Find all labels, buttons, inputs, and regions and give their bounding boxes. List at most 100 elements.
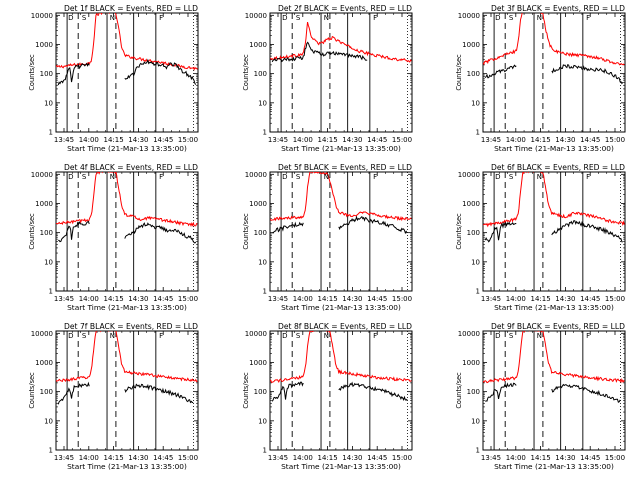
marker-label-d: D [495, 173, 500, 181]
axes-frame [482, 12, 626, 133]
x-tick-label: 14:30 [342, 295, 362, 303]
x-axis-label: Start Time (21-Mar-13 13:35:00) [494, 303, 614, 312]
y-tick-label: 10 [44, 99, 53, 107]
panel-det-7: Det 7f BLACK = Events, RED = LLD 1 10 100 10… [28, 322, 199, 471]
marker-label-s: S [296, 14, 301, 22]
panel-det-5: Det 5f BLACK = Events, RED = LLD 1 10 100 10… [242, 163, 413, 312]
panel-det-4: Det 4f BLACK = Events, RED = LLD 1 10 100 10… [28, 163, 199, 312]
x-tick-label: 14:45 [580, 136, 600, 144]
y-tick-label: 1000 [35, 200, 53, 208]
y-tick-label: 10000 [458, 330, 480, 338]
y-tick-label: 10000 [31, 12, 53, 20]
y-tick-label: 1000 [249, 359, 267, 367]
axes-frame [269, 171, 413, 292]
events-black-line [124, 383, 194, 404]
y-axis-label: Counts/sec [28, 213, 36, 250]
x-axis-label: Start Time (21-Mar-13 13:35:00) [67, 303, 187, 312]
marker-label-f: F [586, 332, 590, 340]
panel-title: Det 1f BLACK = Events, RED = LLD [64, 4, 198, 13]
y-tick-label: 100 [254, 388, 267, 396]
y-tick-label: 10000 [458, 171, 480, 179]
y-tick-label: 1 [49, 129, 53, 137]
panel-title: Det 4f BLACK = Events, RED = LLD [64, 163, 198, 172]
panel-title: Det 2f BLACK = Events, RED = LLD [278, 4, 412, 13]
marker-label-f: F [586, 14, 590, 22]
x-tick-label: 14:30 [555, 295, 575, 303]
marker-label-d: D [282, 173, 287, 181]
y-tick-label: 10000 [245, 330, 267, 338]
y-tick-label: 10000 [31, 330, 53, 338]
x-axis-label: Start Time (21-Mar-13 13:35:00) [67, 462, 187, 471]
events-black-line [124, 222, 197, 244]
y-axis-label: Counts/sec [242, 213, 250, 250]
x-tick-label: 14:00 [79, 454, 99, 462]
x-axis-label: Start Time (21-Mar-13 13:35:00) [281, 462, 401, 471]
y-axis-label: Counts/sec [28, 54, 36, 91]
y-axis-label: Counts/sec [28, 372, 36, 409]
marker-label-s: S [296, 173, 301, 181]
lld-red-line [483, 331, 625, 384]
y-tick-label: 1 [476, 288, 480, 296]
marker-label-n: N [537, 173, 542, 181]
lld-red-line [56, 331, 198, 383]
panel-title: Det 5f BLACK = Events, RED = LLD [278, 163, 412, 172]
axes-frame [55, 171, 199, 292]
x-tick-label: 15:00 [178, 136, 198, 144]
y-tick-label: 1 [263, 288, 267, 296]
events-black-line [484, 64, 517, 79]
x-tick-label: 14:45 [367, 295, 387, 303]
x-tick-label: 14:00 [293, 136, 313, 144]
panel-det-1: Det 1f BLACK = Events, RED = LLD 1 10 100 10… [28, 4, 199, 153]
axes-frame [55, 12, 199, 133]
marker-label-s: S [509, 173, 514, 181]
marker-label-f: F [159, 173, 163, 181]
axes-frame [55, 330, 199, 451]
x-tick-label: 15:00 [178, 295, 198, 303]
y-tick-label: 10000 [245, 12, 267, 20]
x-tick-label: 14:45 [153, 136, 173, 144]
marker-label-n: N [110, 332, 115, 340]
y-tick-label: 1 [49, 447, 53, 455]
y-tick-label: 10 [258, 99, 267, 107]
y-axis-label: Counts/sec [242, 372, 250, 409]
x-tick-label: 14:15 [531, 454, 551, 462]
y-tick-label: 1 [476, 447, 480, 455]
x-tick-label: 14:00 [79, 136, 99, 144]
marker-label-d: D [282, 14, 287, 22]
axes-frame [482, 330, 626, 451]
x-tick-label: 14:00 [293, 454, 313, 462]
marker-label-s: S [82, 332, 87, 340]
events-black-line [485, 382, 517, 402]
y-tick-label: 10 [471, 99, 480, 107]
plot-area [56, 172, 198, 291]
lld-red-line [56, 172, 198, 227]
y-tick-label: 10 [258, 417, 267, 425]
x-tick-label: 13:45 [481, 454, 501, 462]
y-tick-label: 100 [467, 388, 480, 396]
plot-area [483, 331, 625, 450]
marker-label-d: D [68, 332, 73, 340]
x-tick-label: 14:00 [79, 295, 99, 303]
x-tick-label: 14:15 [318, 136, 338, 144]
plot-area [270, 172, 412, 291]
lld-red-line [270, 331, 412, 384]
x-tick-label: 13:45 [481, 295, 501, 303]
marker-label-d: D [68, 14, 73, 22]
x-axis-label: Start Time (21-Mar-13 13:35:00) [281, 144, 401, 153]
panel-title: Det 6f BLACK = Events, RED = LLD [491, 163, 625, 172]
x-tick-label: 14:00 [506, 454, 526, 462]
y-tick-label: 10 [44, 417, 53, 425]
marker-label-d: D [495, 332, 500, 340]
panel-title: Det 9f BLACK = Events, RED = LLD [491, 322, 625, 331]
x-tick-label: 14:00 [293, 295, 313, 303]
x-tick-label: 13:45 [54, 295, 74, 303]
x-tick-label: 15:00 [392, 454, 412, 462]
x-tick-label: 14:30 [128, 454, 148, 462]
marker-label-f: F [373, 14, 377, 22]
y-tick-label: 100 [40, 388, 53, 396]
x-tick-label: 14:15 [104, 454, 124, 462]
plot-area [56, 13, 198, 132]
marker-label-f: F [373, 332, 377, 340]
x-tick-label: 14:15 [318, 454, 338, 462]
